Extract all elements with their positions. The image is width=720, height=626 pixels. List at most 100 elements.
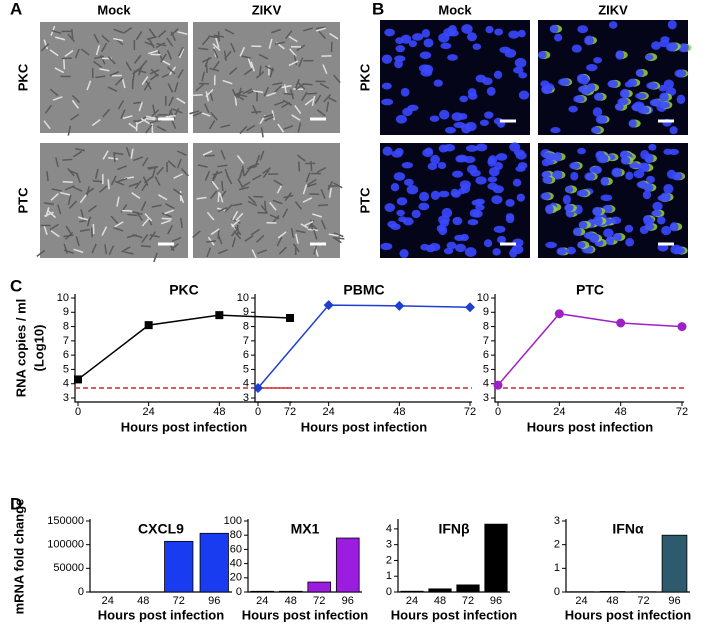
cell bbox=[100, 42, 108, 53]
cell bbox=[64, 185, 75, 191]
nucleus bbox=[640, 149, 650, 160]
cell bbox=[310, 219, 314, 230]
cell bbox=[93, 60, 103, 68]
cell bbox=[288, 60, 299, 67]
cell bbox=[63, 59, 66, 70]
cell bbox=[206, 240, 217, 243]
marker bbox=[465, 302, 475, 313]
nucleus bbox=[496, 235, 507, 244]
cell bbox=[315, 27, 326, 32]
nucleus bbox=[499, 46, 511, 54]
cell bbox=[167, 224, 174, 235]
cell bbox=[198, 47, 209, 51]
bar bbox=[250, 590, 275, 593]
nucleus bbox=[659, 92, 669, 102]
cell bbox=[255, 154, 261, 165]
nucleus bbox=[454, 234, 466, 242]
cell bbox=[211, 180, 219, 190]
cell bbox=[323, 94, 332, 103]
cell bbox=[149, 119, 160, 124]
nucleus bbox=[492, 248, 501, 256]
nucleus bbox=[495, 153, 508, 161]
y-tick-label: 0 bbox=[78, 586, 84, 598]
cell bbox=[164, 209, 175, 215]
nucleus bbox=[393, 172, 406, 181]
column-header: ZIKV bbox=[598, 2, 628, 17]
cell bbox=[249, 163, 260, 168]
cell bbox=[212, 43, 221, 52]
cell bbox=[132, 233, 143, 239]
cell bbox=[228, 67, 238, 75]
cell bbox=[167, 66, 176, 75]
cell bbox=[247, 195, 257, 204]
nucleus bbox=[558, 78, 570, 86]
nucleus bbox=[678, 43, 689, 53]
cell bbox=[143, 81, 151, 91]
cell bbox=[54, 67, 65, 74]
cell bbox=[234, 226, 242, 236]
y-tick-label: 4 bbox=[386, 523, 392, 535]
cell bbox=[236, 155, 245, 164]
bar bbox=[164, 540, 194, 593]
cell bbox=[217, 234, 223, 245]
nucleus bbox=[384, 203, 396, 212]
column-header: Mock bbox=[97, 2, 131, 17]
cell bbox=[67, 167, 75, 177]
cell bbox=[258, 53, 269, 60]
cell bbox=[294, 78, 300, 89]
cell bbox=[273, 179, 283, 187]
nucleus bbox=[429, 242, 441, 252]
nucleus bbox=[512, 178, 522, 187]
x-tick-label: 48 bbox=[615, 406, 627, 418]
nucleus bbox=[643, 216, 655, 226]
cell bbox=[71, 28, 74, 40]
cell bbox=[67, 33, 75, 43]
cell bbox=[117, 177, 128, 183]
cell bbox=[140, 201, 147, 211]
micrograph bbox=[380, 142, 530, 259]
cell bbox=[223, 50, 227, 61]
nucleus bbox=[568, 105, 578, 113]
cell bbox=[72, 150, 83, 158]
cell bbox=[148, 28, 156, 38]
cell bbox=[270, 28, 281, 34]
cell bbox=[260, 204, 268, 214]
cell bbox=[192, 111, 203, 117]
nucleus bbox=[439, 109, 450, 120]
cell bbox=[71, 94, 81, 103]
cell bbox=[113, 37, 124, 42]
x-tick-label: 72 bbox=[284, 406, 296, 418]
nucleus bbox=[652, 201, 663, 211]
nucleus bbox=[381, 98, 394, 106]
nucleus bbox=[518, 72, 528, 79]
cell bbox=[113, 152, 124, 155]
cell bbox=[239, 46, 246, 57]
cell bbox=[306, 92, 317, 95]
y-tick-label: 9 bbox=[483, 306, 489, 318]
nucleus bbox=[545, 152, 556, 162]
cell bbox=[122, 27, 133, 34]
nucleus bbox=[433, 79, 443, 87]
cell bbox=[295, 233, 299, 244]
cell bbox=[65, 225, 73, 235]
nucleus bbox=[492, 185, 504, 194]
cell bbox=[80, 209, 85, 220]
nucleus bbox=[628, 119, 637, 128]
cell bbox=[63, 243, 68, 254]
chart-title: PTC bbox=[576, 282, 604, 298]
y-tick-label: 8 bbox=[63, 320, 69, 332]
cell bbox=[45, 207, 50, 218]
x-tick-label: 48 bbox=[213, 406, 225, 418]
cell bbox=[146, 36, 157, 41]
nucleus bbox=[663, 79, 674, 89]
line bbox=[77, 314, 291, 381]
micrograph bbox=[538, 19, 692, 135]
marker bbox=[215, 311, 224, 320]
cell bbox=[312, 213, 322, 218]
column-header: Mock bbox=[438, 2, 472, 17]
cell bbox=[145, 80, 152, 90]
cell bbox=[276, 236, 283, 247]
cell bbox=[47, 210, 57, 219]
bar bbox=[400, 590, 424, 593]
cell bbox=[263, 86, 270, 97]
